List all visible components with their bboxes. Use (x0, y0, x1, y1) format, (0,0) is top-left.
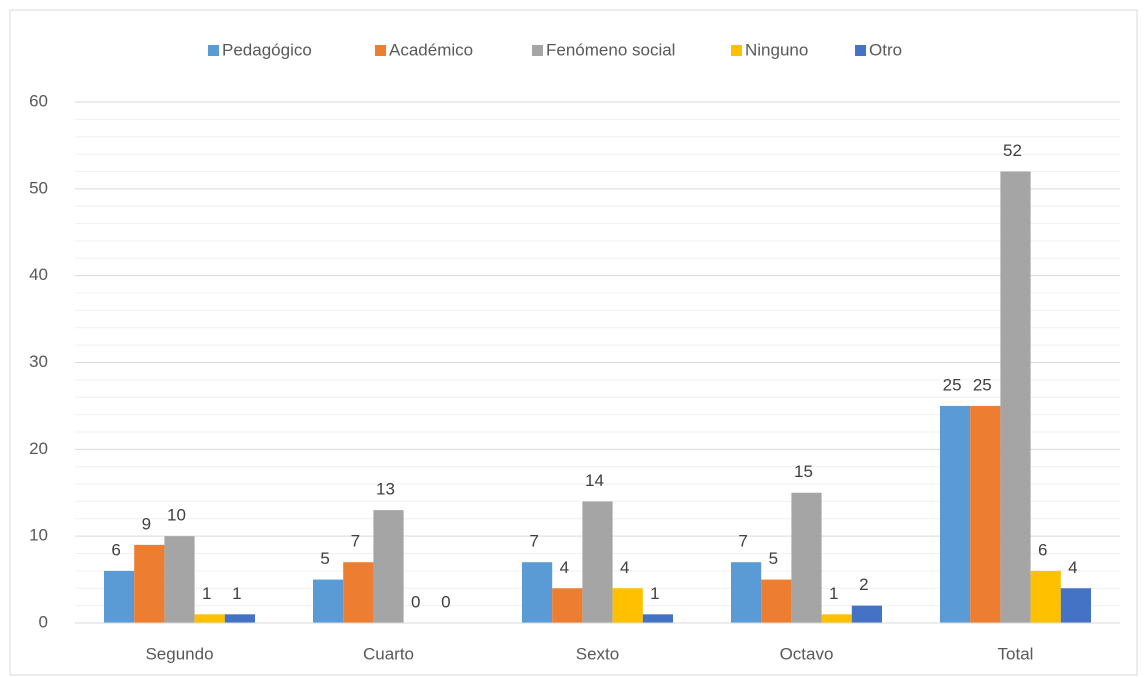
value-label: 5 (769, 549, 778, 568)
y-tick-label: 0 (39, 612, 48, 631)
value-label: 25 (943, 375, 962, 394)
y-tick-label: 20 (29, 439, 48, 458)
bar (1000, 171, 1031, 623)
bar (1030, 570, 1061, 623)
value-label: 1 (202, 584, 211, 603)
x-tick-label: Total (998, 644, 1034, 663)
value-label: 1 (829, 584, 838, 603)
y-tick-label: 50 (29, 178, 48, 197)
bar (970, 405, 1001, 623)
bar (612, 588, 643, 623)
value-label: 7 (351, 532, 360, 551)
value-label: 6 (111, 540, 120, 559)
bar (343, 562, 374, 623)
bar (313, 579, 344, 623)
x-tick-label: Sexto (576, 644, 619, 663)
legend-label: Pedagógico (222, 40, 312, 59)
bar (642, 614, 673, 623)
value-label: 1 (232, 584, 241, 603)
value-label: 4 (1068, 558, 1077, 577)
value-label: 15 (794, 462, 813, 481)
bar (194, 614, 225, 623)
x-tick-label: Segundo (145, 644, 213, 663)
bar (164, 536, 195, 623)
value-label: 1 (650, 584, 659, 603)
value-label: 2 (859, 575, 868, 594)
legend-swatch (731, 45, 742, 56)
bar (1060, 588, 1091, 623)
legend-label: Otro (869, 40, 902, 59)
bar (940, 405, 971, 623)
value-label: 25 (973, 375, 992, 394)
value-label: 14 (585, 471, 604, 490)
bar (821, 614, 852, 623)
value-label: 13 (376, 480, 395, 499)
value-label: 0 (441, 592, 450, 611)
legend-label: Ninguno (745, 40, 808, 59)
bar (373, 510, 404, 623)
value-label: 0 (411, 592, 420, 611)
value-label: 7 (529, 532, 538, 551)
x-tick-label: Octavo (780, 644, 834, 663)
legend-label: Académico (389, 40, 473, 59)
value-label: 4 (620, 558, 629, 577)
bar (134, 544, 165, 623)
bar (522, 562, 553, 623)
bar (104, 570, 135, 623)
y-tick-label: 10 (29, 526, 48, 545)
bar (761, 579, 792, 623)
value-label: 5 (320, 549, 329, 568)
bar (731, 562, 762, 623)
y-tick-label: 40 (29, 265, 48, 284)
x-tick-label: Cuarto (363, 644, 414, 663)
bar (224, 614, 255, 623)
bar (582, 501, 613, 623)
y-tick-label: 60 (29, 91, 48, 110)
bar (851, 605, 882, 623)
legend-label: Fenómeno social (546, 40, 675, 59)
value-label: 52 (1003, 141, 1022, 160)
bar (791, 492, 822, 623)
legend-swatch (208, 45, 219, 56)
value-label: 4 (560, 558, 569, 577)
bar (552, 588, 583, 623)
value-label: 7 (738, 532, 747, 551)
value-label: 6 (1038, 540, 1047, 559)
legend-swatch (532, 45, 543, 56)
y-tick-label: 30 (29, 352, 48, 371)
value-label: 9 (142, 514, 151, 533)
legend-swatch (855, 45, 866, 56)
value-label: 10 (167, 506, 186, 525)
legend-swatch (375, 45, 386, 56)
